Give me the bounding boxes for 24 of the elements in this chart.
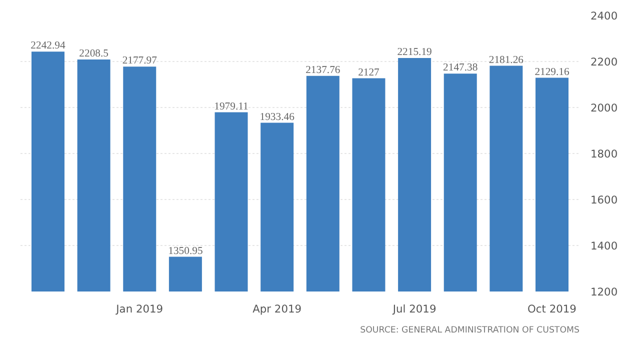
data-label: 1979.11 [214,101,248,112]
x-tick-label: Oct 2019 [528,302,577,316]
data-label: 2215.19 [397,47,432,58]
data-label: 2242.94 [30,40,66,52]
x-tick-label: Jan 2019 [115,302,164,316]
data-label: 2137.76 [306,64,341,76]
y-tick-label: 1200 [590,286,618,298]
x-tick-label: Jul 2019 [392,302,436,316]
data-label: 2177.97 [122,56,158,67]
data-label: 2129.16 [534,66,570,78]
data-label: 2127 [358,67,380,78]
y-tick-label: 2400 [590,10,618,22]
data-label: 1350.95 [168,246,203,257]
data-label: 2181.26 [488,54,524,66]
y-tick-label: 2200 [590,56,618,68]
source-note: SOURCE: GENERAL ADMINISTRATION OF CUSTOMS [360,326,580,336]
y-tick-label: 1800 [590,148,618,160]
y-tick-label: 2000 [590,102,618,114]
x-tick-label: Apr 2019 [252,302,302,316]
data-label: 2147.38 [443,62,478,74]
y-tick-label: 1600 [590,194,618,206]
data-label: 2208.5 [79,48,108,60]
y-tick-label: 1400 [590,240,618,252]
data-label: 1933.46 [260,112,296,123]
